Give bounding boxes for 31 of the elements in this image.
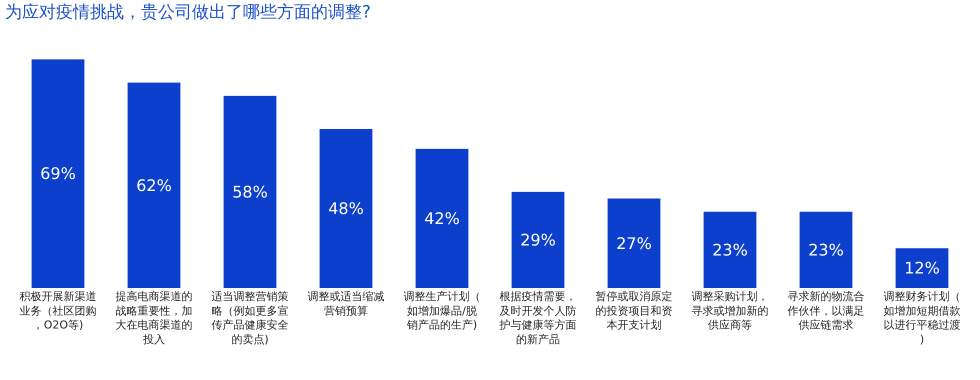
bar: [512, 192, 564, 288]
bar: [128, 82, 180, 288]
x-tick-label: 调整生产计划（如增加爆品/脱销产品的生产): [404, 290, 480, 332]
data-label: 27%: [616, 234, 652, 253]
x-tick-label: 调整财务计划（如增加短期借款以进行平稳过渡): [884, 290, 960, 346]
x-tick-label: 积极开展新渠道业务（社区团购，O2O等): [20, 290, 96, 332]
data-label: 23%: [808, 240, 844, 260]
bar: [800, 212, 852, 288]
x-tick-label: 调整或适当缩减营销预算: [308, 290, 384, 318]
chart-title: 为应对疫情挑战，贵公司做出了哪些方面的调整?: [4, 2, 371, 23]
x-tick-label: 适当调整营销策略（例如更多宣传产品健康安全的卖点): [212, 290, 288, 346]
x-tick-label: 根据疫情需要，及时开发个人防护与健康等方面的新产品: [498, 290, 576, 346]
bar: [32, 59, 84, 288]
data-label: 12%: [904, 258, 940, 278]
data-label: 69%: [40, 164, 76, 184]
x-tick-label: 暂停或取消原定的投资项目和资本开支计划: [596, 290, 672, 332]
x-tick-label: 提高电商渠道的战略重要性，加大在电商渠道的投入: [116, 290, 192, 346]
data-label: 29%: [520, 230, 556, 250]
data-label: 42%: [424, 208, 460, 228]
data-label: 62%: [136, 176, 172, 195]
data-label: 23%: [712, 240, 748, 260]
bar: [224, 96, 276, 288]
bar: [608, 198, 660, 288]
data-label: 58%: [232, 182, 268, 202]
bar: [320, 128, 372, 288]
bar: [704, 212, 756, 288]
data-label: 48%: [328, 198, 364, 218]
bar: [416, 148, 468, 288]
x-tick-label: 调整采购计划，寻求或增加新的供应商等: [692, 290, 768, 332]
x-tick-label: 寻求新的物流合作伙伴，以满足供应链需求: [786, 290, 864, 332]
bar: [896, 248, 948, 288]
